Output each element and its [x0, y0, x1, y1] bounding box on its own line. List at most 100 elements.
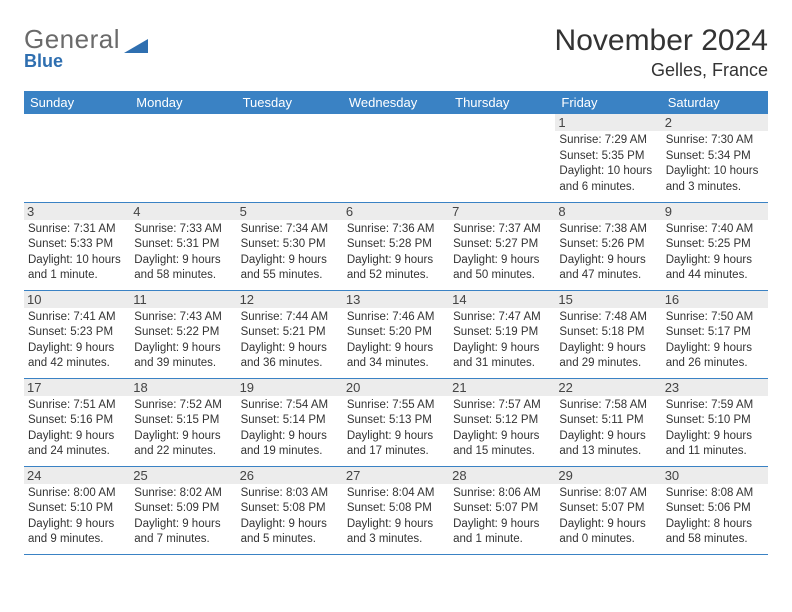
day-number: 23: [662, 379, 768, 396]
calendar-week-row: 24 Sunrise: 8:00 AMSunset: 5:10 PMDayligh…: [24, 466, 768, 554]
sunrise-line: Sunrise: 8:04 AM: [347, 486, 445, 502]
sunrise-line: Sunrise: 8:00 AM: [28, 486, 126, 502]
calendar-weekday-header: SundayMondayTuesdayWednesdayThursdayFrid…: [24, 91, 768, 114]
sunset-line: Sunset: 5:22 PM: [134, 325, 232, 341]
sunset-line: Sunset: 5:08 PM: [347, 501, 445, 517]
daylight-line: Daylight: 9 hours and 42 minutes.: [28, 341, 126, 372]
day-number: 21: [449, 379, 555, 396]
daylight-line: Daylight: 9 hours and 13 minutes.: [559, 429, 657, 460]
day-details: Sunrise: 7:46 AMSunset: 5:20 PMDaylight:…: [347, 310, 445, 372]
calendar-day-cell: 25 Sunrise: 8:02 AMSunset: 5:09 PMDayligh…: [130, 466, 236, 554]
day-number: 12: [237, 291, 343, 308]
sunset-line: Sunset: 5:15 PM: [134, 413, 232, 429]
day-details: Sunrise: 7:30 AMSunset: 5:34 PMDaylight:…: [666, 133, 764, 195]
sunset-line: Sunset: 5:28 PM: [347, 237, 445, 253]
calendar-day-cell: 8Sunrise: 7:38 AMSunset: 5:26 PMDaylight…: [555, 202, 661, 290]
day-number: 13: [343, 291, 449, 308]
day-details: Sunrise: 7:43 AMSunset: 5:22 PMDaylight:…: [134, 310, 232, 372]
daylight-line: Daylight: 9 hours and 44 minutes.: [666, 253, 764, 284]
sunset-line: Sunset: 5:26 PM: [559, 237, 657, 253]
calendar-day-cell: 21 Sunrise: 7:57 AMSunset: 5:12 PMDayligh…: [449, 378, 555, 466]
daylight-line: Daylight: 9 hours and 0 minutes.: [559, 517, 657, 548]
day-details: Sunrise: 7:40 AMSunset: 5:25 PMDaylight:…: [666, 222, 764, 284]
sunrise-line: Sunrise: 7:46 AM: [347, 310, 445, 326]
day-number: 7: [449, 203, 555, 220]
daylight-line: Daylight: 9 hours and 26 minutes.: [666, 341, 764, 372]
day-details: Sunrise: 7:58 AMSunset: 5:11 PMDaylight:…: [559, 398, 657, 460]
sunset-line: Sunset: 5:18 PM: [559, 325, 657, 341]
sunset-line: Sunset: 5:10 PM: [666, 413, 764, 429]
sunset-line: Sunset: 5:16 PM: [28, 413, 126, 429]
sunrise-line: Sunrise: 7:38 AM: [559, 222, 657, 238]
daylight-line: Daylight: 9 hours and 58 minutes.: [134, 253, 232, 284]
daylight-line: Daylight: 9 hours and 47 minutes.: [559, 253, 657, 284]
sunrise-line: Sunrise: 8:07 AM: [559, 486, 657, 502]
sunset-line: Sunset: 5:07 PM: [559, 501, 657, 517]
daylight-line: Daylight: 9 hours and 15 minutes.: [453, 429, 551, 460]
day-details: Sunrise: 7:57 AMSunset: 5:12 PMDaylight:…: [453, 398, 551, 460]
day-details: Sunrise: 7:51 AMSunset: 5:16 PMDaylight:…: [28, 398, 126, 460]
day-number: 24: [24, 467, 130, 484]
day-details: Sunrise: 8:03 AMSunset: 5:08 PMDaylight:…: [241, 486, 339, 548]
sunrise-line: Sunrise: 7:58 AM: [559, 398, 657, 414]
sunset-line: Sunset: 5:07 PM: [453, 501, 551, 517]
weekday-header-sunday: Sunday: [24, 91, 130, 114]
sunrise-line: Sunrise: 7:34 AM: [241, 222, 339, 238]
calendar-week-row: 3Sunrise: 7:31 AMSunset: 5:33 PMDaylight…: [24, 202, 768, 290]
day-number: 1: [555, 114, 661, 131]
calendar-day-cell: 12 Sunrise: 7:44 AMSunset: 5:21 PMDayligh…: [237, 290, 343, 378]
daylight-line: Daylight: 9 hours and 9 minutes.: [28, 517, 126, 548]
day-number: 3: [24, 203, 130, 220]
day-details: Sunrise: 7:59 AMSunset: 5:10 PMDaylight:…: [666, 398, 764, 460]
day-details: Sunrise: 7:47 AMSunset: 5:19 PMDaylight:…: [453, 310, 551, 372]
calendar-day-cell: 27Sunrise: 8:04 AMSunset: 5:08 PMDayligh…: [343, 466, 449, 554]
day-number: 4: [130, 203, 236, 220]
calendar-day-cell: 24 Sunrise: 8:00 AMSunset: 5:10 PMDayligh…: [24, 466, 130, 554]
daylight-line: Daylight: 9 hours and 52 minutes.: [347, 253, 445, 284]
sunset-line: Sunset: 5:09 PM: [134, 501, 232, 517]
calendar-day-cell: 14Sunrise: 7:47 AMSunset: 5:19 PMDayligh…: [449, 290, 555, 378]
sunrise-line: Sunrise: 7:50 AM: [666, 310, 764, 326]
daylight-line: Daylight: 9 hours and 3 minutes.: [347, 517, 445, 548]
sunrise-line: Sunrise: 7:43 AM: [134, 310, 232, 326]
calendar-day-cell: 15Sunrise: 7:48 AMSunset: 5:18 PMDayligh…: [555, 290, 661, 378]
day-details: Sunrise: 7:38 AMSunset: 5:26 PMDaylight:…: [559, 222, 657, 284]
calendar-day-cell: 19Sunrise: 7:54 AMSunset: 5:14 PMDayligh…: [237, 378, 343, 466]
brand-word-2: Blue: [24, 51, 148, 72]
calendar-day-cell: 10Sunrise: 7:41 AMSunset: 5:23 PMDayligh…: [24, 290, 130, 378]
day-number: 10: [24, 291, 130, 308]
sunset-line: Sunset: 5:25 PM: [666, 237, 764, 253]
sunrise-line: Sunrise: 7:54 AM: [241, 398, 339, 414]
day-number: 16: [662, 291, 768, 308]
daylight-line: Daylight: 9 hours and 55 minutes.: [241, 253, 339, 284]
sunrise-line: Sunrise: 7:40 AM: [666, 222, 764, 238]
day-details: Sunrise: 8:02 AMSunset: 5:09 PMDaylight:…: [134, 486, 232, 548]
daylight-line: Daylight: 9 hours and 50 minutes.: [453, 253, 551, 284]
daylight-line: Daylight: 9 hours and 22 minutes.: [134, 429, 232, 460]
day-details: Sunrise: 7:44 AMSunset: 5:21 PMDaylight:…: [241, 310, 339, 372]
calendar-day-cell: 18Sunrise: 7:52 AMSunset: 5:15 PMDayligh…: [130, 378, 236, 466]
daylight-line: Daylight: 9 hours and 29 minutes.: [559, 341, 657, 372]
title-block: November 2024 Gelles, France: [555, 24, 768, 81]
day-details: Sunrise: 7:34 AMSunset: 5:30 PMDaylight:…: [241, 222, 339, 284]
daylight-line: Daylight: 9 hours and 11 minutes.: [666, 429, 764, 460]
weekday-header-monday: Monday: [130, 91, 236, 114]
calendar-week-row: 17Sunrise: 7:51 AMSunset: 5:16 PMDayligh…: [24, 378, 768, 466]
day-details: Sunrise: 7:29 AMSunset: 5:35 PMDaylight:…: [559, 133, 657, 195]
day-details: Sunrise: 8:07 AMSunset: 5:07 PMDaylight:…: [559, 486, 657, 548]
daylight-line: Daylight: 9 hours and 36 minutes.: [241, 341, 339, 372]
weekday-header-saturday: Saturday: [662, 91, 768, 114]
sunset-line: Sunset: 5:14 PM: [241, 413, 339, 429]
sunrise-line: Sunrise: 7:37 AM: [453, 222, 551, 238]
daylight-line: Daylight: 9 hours and 17 minutes.: [347, 429, 445, 460]
day-number: 25: [130, 467, 236, 484]
sunrise-line: Sunrise: 7:51 AM: [28, 398, 126, 414]
calendar-table: SundayMondayTuesdayWednesdayThursdayFrid…: [24, 91, 768, 555]
calendar-day-cell: 28Sunrise: 8:06 AMSunset: 5:07 PMDayligh…: [449, 466, 555, 554]
day-number: 15: [555, 291, 661, 308]
calendar-day-cell: 17Sunrise: 7:51 AMSunset: 5:16 PMDayligh…: [24, 378, 130, 466]
day-number: 26: [237, 467, 343, 484]
day-details: Sunrise: 8:00 AMSunset: 5:10 PMDaylight:…: [28, 486, 126, 548]
sunrise-line: Sunrise: 7:41 AM: [28, 310, 126, 326]
calendar-day-cell: 29Sunrise: 8:07 AMSunset: 5:07 PMDayligh…: [555, 466, 661, 554]
